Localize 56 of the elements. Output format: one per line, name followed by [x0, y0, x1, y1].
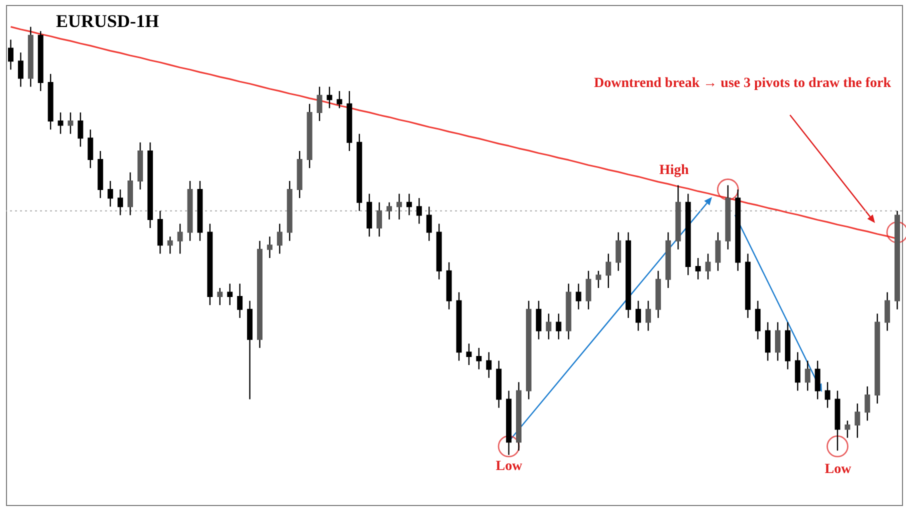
candlestick: [406, 193, 412, 216]
candlestick: [616, 232, 622, 272]
candlestick: [804, 360, 810, 392]
candlestick: [118, 188, 124, 216]
candlestick: [774, 322, 780, 362]
candlestick: [88, 128, 94, 169]
candlestick: [78, 112, 84, 148]
candlestick: [844, 420, 850, 438]
candlestick: [705, 253, 711, 280]
candlestick: [336, 90, 342, 109]
candlestick: [864, 386, 870, 422]
candlestick: [237, 283, 243, 319]
candlestick: [396, 193, 402, 220]
chart-title: EURUSD-1H: [56, 11, 160, 31]
candlestick: [266, 236, 272, 259]
candlestick: [586, 270, 592, 310]
candlestick: [386, 202, 392, 220]
candlestick: [646, 300, 651, 332]
candlestick: [177, 223, 183, 254]
annotation: Downtrend break → use 3 pivots to draw the fork: [594, 76, 892, 91]
annotation: High: [659, 163, 689, 178]
candlestick: [546, 313, 552, 340]
candlestick: [58, 112, 64, 134]
candlestick: [814, 360, 820, 400]
candlestick: [68, 112, 74, 134]
candlestick: [416, 197, 422, 224]
candlestick: [556, 313, 562, 340]
candlestick: [486, 352, 492, 378]
candlestick: [426, 206, 432, 242]
candlestick: [824, 382, 830, 408]
candlestick: [884, 292, 890, 332]
candlestick: [276, 223, 282, 254]
text: Low: [824, 462, 852, 477]
candlestick: [854, 402, 860, 438]
candlestick: [765, 322, 771, 362]
candlestick: [326, 86, 332, 109]
candlestick: [8, 39, 14, 70]
candlestick: [695, 257, 701, 280]
candlestick: [636, 300, 642, 332]
candlestick: [316, 86, 322, 122]
candlestick: [794, 352, 800, 392]
candlestick: [606, 253, 612, 289]
candlestick: [227, 283, 233, 306]
candlestick: [466, 343, 472, 366]
candlestick: [217, 287, 223, 306]
candlestick: [596, 270, 602, 289]
candlestick: [167, 236, 173, 254]
candlestick: [576, 283, 582, 310]
text: Low: [496, 459, 524, 474]
candlestick: [755, 300, 761, 340]
candlestick: [18, 52, 24, 88]
candlestick: [536, 300, 542, 340]
candlestick: [108, 180, 114, 208]
candlestick: [476, 347, 482, 370]
candlestick: [376, 202, 382, 238]
candlestick: [715, 232, 721, 272]
